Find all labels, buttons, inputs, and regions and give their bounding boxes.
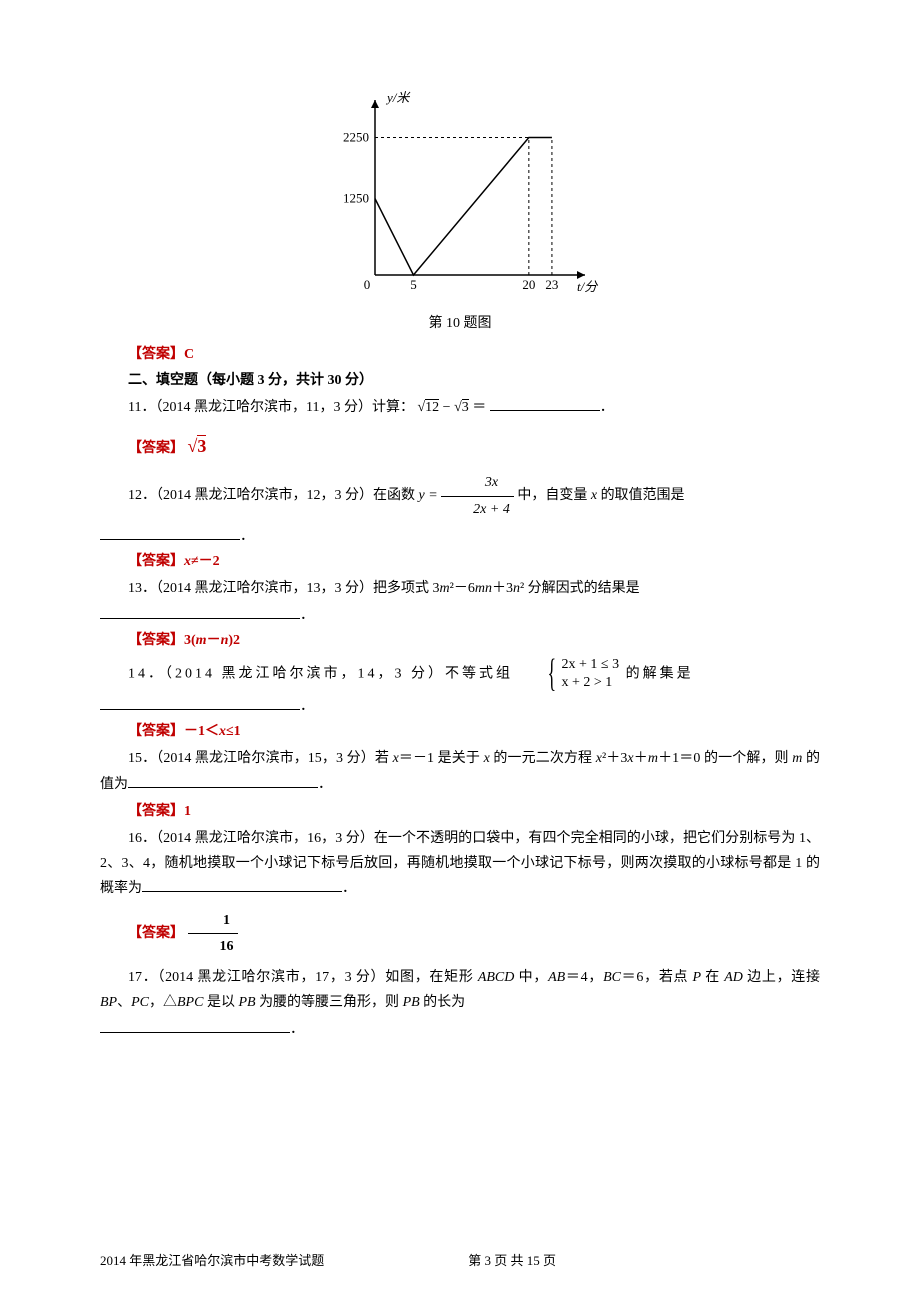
sqrt-12: √12 (417, 399, 439, 415)
ineq-line-2: x + 2 > 1 (534, 674, 620, 692)
answer-value: －1＜x≤1 (184, 724, 241, 739)
svg-text:0: 0 (364, 277, 371, 292)
ineq-line-1: 2x + 1 ≤ 3 (534, 656, 620, 674)
fraction-3x-over-2x4: 3x 2x + 4 (441, 470, 514, 521)
question-15: 15．（2014 黑龙江哈尔滨市，15，3 分）若 x＝－1 是关于 x 的一元… (100, 746, 820, 796)
answer-14: 【答案】－1＜x≤1 (100, 719, 820, 744)
answer-10: 【答案】C (100, 342, 820, 367)
q14-prefix: 14．（2014 黑龙江哈尔滨市，14，3 分）不等式组 (128, 666, 513, 681)
q12-suffix: 中，自变量 x 的取值范围是 (517, 488, 684, 503)
answer-value: C (184, 347, 194, 362)
answer-label: 【答案】 (128, 724, 184, 739)
answer-15: 【答案】1 (100, 799, 820, 824)
frac-den: 2x + 4 (441, 496, 514, 522)
question-13: 13．（2014 黑龙江哈尔滨市，13，3 分）把多项式 3m²－6mn＋3n²… (100, 576, 820, 601)
inequality-system: 2x + 1 ≤ 3 x + 2 > 1 (520, 656, 620, 692)
q13-text: 13．（2014 黑龙江哈尔滨市，13，3 分）把多项式 3m²－6mn＋3n²… (128, 581, 640, 596)
blank-17 (100, 1018, 290, 1033)
answer-label: 【答案】 (128, 554, 184, 569)
q11-prefix: 11．（2014 黑龙江哈尔滨市，11，3 分）计算： (128, 400, 414, 415)
chart-line-graph: y/米 t/分 1250 2250 0 5 20 23 (320, 90, 600, 300)
q12-prefix: 12．（2014 黑龙江哈尔滨市，12，3 分）在函数 (128, 488, 419, 503)
question-16: 16．（2014 黑龙江哈尔滨市，16，3 分）在一个不透明的口袋中，有四个完全… (100, 826, 820, 902)
question-12: 12．（2014 黑龙江哈尔滨市，12，3 分）在函数 y = 3x 2x + … (100, 470, 820, 521)
svg-text:5: 5 (410, 277, 417, 292)
answer-13: 【答案】3(m－n)2 (100, 628, 820, 653)
footer-center: 第 3 页 共 15 页 (324, 1249, 700, 1272)
page-footer: 2014 年黑龙江省哈尔滨市中考数学试题 第 3 页 共 15 页 (100, 1249, 820, 1272)
answer-16: 【答案】 1 16 (100, 908, 820, 959)
svg-text:t/分: t/分 (577, 279, 598, 294)
svg-text:y/米: y/米 (385, 90, 411, 105)
question-11: 11．（2014 黑龙江哈尔滨市，11，3 分）计算： √12 − √3 ＝ ． (100, 395, 820, 420)
answer-label: 【答案】 (128, 926, 184, 941)
sqrt-3: √3 (454, 399, 469, 415)
question-14-blank: ． (100, 694, 820, 719)
frac-num: 3x (441, 470, 514, 495)
question-13-blank: ． (100, 603, 820, 628)
svg-text:23: 23 (545, 277, 558, 292)
question-17-blank: ． (100, 1017, 820, 1042)
answer-label: 【答案】 (128, 633, 184, 648)
blank-13 (100, 604, 300, 619)
svg-text:20: 20 (522, 277, 535, 292)
answer-label: 【答案】 (128, 804, 184, 819)
q17-text: 17．（2014 黑龙江哈尔滨市，17，3 分）如图，在矩形 ABCD 中，AB… (100, 970, 820, 1010)
answer-value: x≠－2 (184, 554, 220, 569)
answer-label: 【答案】 (128, 441, 184, 456)
blank-12 (100, 525, 240, 540)
section-2-header: 二、填空题（每小题 3 分，共计 30 分） (100, 368, 820, 393)
answer-label: 【答案】 (128, 347, 184, 362)
question-12-blank: ． (100, 524, 820, 549)
answer-value: 3(m－n)2 (184, 633, 240, 648)
answer-fraction: 1 16 (188, 908, 238, 959)
footer-spacer (700, 1249, 820, 1272)
equals: ＝ (472, 400, 486, 415)
answer-12: 【答案】x≠－2 (100, 549, 820, 574)
q14-suffix: 的解集是 (626, 666, 694, 681)
frac-den: 16 (188, 933, 238, 959)
question-17: 17．（2014 黑龙江哈尔滨市，17，3 分）如图，在矩形 ABCD 中，AB… (100, 965, 820, 1015)
blank-15 (128, 773, 318, 788)
blank-16 (142, 877, 342, 892)
svg-text:1250: 1250 (343, 191, 369, 206)
blank-11 (490, 396, 600, 411)
page: y/米t/分12502250052023 第 10 题图 【答案】C 二、填空题… (0, 0, 920, 1302)
svg-text:2250: 2250 (343, 130, 369, 145)
frac-num: 1 (188, 908, 238, 933)
question-14: 14．（2014 黑龙江哈尔滨市，14，3 分）不等式组 2x + 1 ≤ 3 … (100, 656, 820, 692)
minus: − (443, 400, 451, 415)
answer-11: 【答案】 √3 (100, 430, 820, 462)
chart-block: y/米 t/分 1250 2250 0 5 20 23 第 10 题图 (100, 90, 820, 336)
y-equals: y = (419, 488, 438, 503)
answer-value: 1 (184, 804, 191, 819)
blank-14 (100, 695, 300, 710)
footer-left: 2014 年黑龙江省哈尔滨市中考数学试题 (100, 1249, 324, 1272)
chart-caption: 第 10 题图 (100, 311, 820, 336)
answer-value: √3 (188, 435, 207, 456)
